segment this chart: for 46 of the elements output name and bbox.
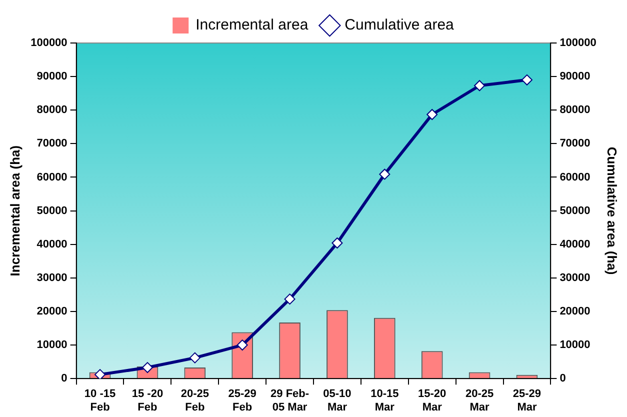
x-tick-label: 25-29 Feb bbox=[228, 388, 256, 414]
y-tick-label: 90000 bbox=[36, 70, 68, 83]
y2-axis-title: Cumulative area (ha) bbox=[604, 146, 620, 275]
y2-tick-label: 20000 bbox=[560, 306, 590, 318]
y2-tick-label: 40000 bbox=[560, 238, 590, 250]
y2-tick-label: 90000 bbox=[560, 70, 590, 83]
y-tick-label: 50000 bbox=[36, 204, 68, 217]
y2-tick-label: 100000 bbox=[560, 37, 596, 50]
y2-tick-label: 60000 bbox=[560, 171, 590, 184]
point bbox=[379, 168, 390, 180]
x-tick-label: 10 -15 Feb bbox=[84, 388, 116, 414]
y-tick-label: 10000 bbox=[36, 339, 68, 352]
x-tick-label: 20-25 Feb bbox=[180, 388, 209, 414]
x-tick-label: 15 -20 Feb bbox=[132, 388, 164, 414]
y-tick-label: 30000 bbox=[36, 272, 68, 284]
point bbox=[332, 238, 343, 249]
point bbox=[426, 108, 438, 120]
y-tick-label: 70000 bbox=[36, 138, 68, 150]
point bbox=[236, 340, 248, 351]
point bbox=[94, 369, 106, 379]
x-tick-label: 05-10 Mar bbox=[323, 388, 352, 414]
y-axis-title: Incremental area (ha) bbox=[7, 145, 22, 276]
x-tick-label: 29 Feb- 05 Mar bbox=[270, 388, 310, 414]
y-tick-label: 20000 bbox=[36, 306, 68, 318]
y2-tick-label: 10000 bbox=[560, 339, 590, 352]
point bbox=[189, 352, 200, 364]
y2-tick-label: 80000 bbox=[560, 104, 590, 116]
point bbox=[521, 74, 532, 86]
x-tick-label: 20-25 Mar bbox=[465, 388, 494, 414]
legend-label: Incremental area bbox=[196, 16, 309, 34]
y2-tick-label: 30000 bbox=[560, 272, 590, 284]
point bbox=[142, 362, 153, 374]
legend-label: Cumulative area bbox=[344, 16, 455, 34]
y2-tick-label: 70000 bbox=[560, 138, 590, 150]
point bbox=[474, 80, 486, 92]
x-tick-label: 25-29 Mar bbox=[512, 388, 542, 414]
y-tick-label: 60000 bbox=[36, 171, 68, 184]
y-tick-label: 0 bbox=[61, 372, 68, 385]
x-tick-label: 10-15 Mar bbox=[370, 388, 399, 414]
x-tick-label: 15-20 Mar bbox=[418, 388, 446, 414]
y-tick-label: 100000 bbox=[30, 37, 68, 50]
y2-tick-label: 0 bbox=[560, 372, 566, 385]
y-tick-label: 40000 bbox=[36, 238, 68, 250]
y2-tick-label: 50000 bbox=[560, 204, 590, 217]
y-tick-label: 80000 bbox=[36, 104, 68, 116]
point bbox=[284, 294, 296, 305]
